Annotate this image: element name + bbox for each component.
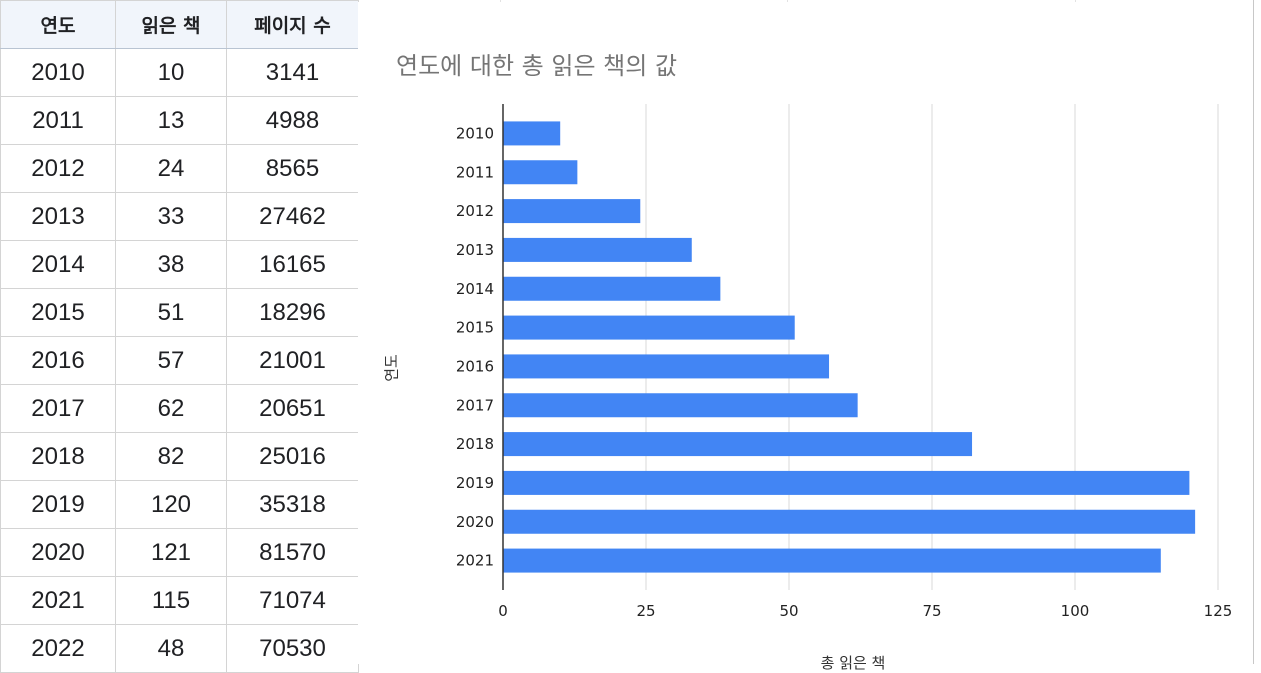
table-row: 2019 120 35318	[0, 480, 359, 529]
y-tick-label: 2013	[456, 241, 494, 259]
table-row: 2014 38 16165	[0, 240, 359, 289]
header-books-read[interactable]: 읽은 책	[115, 0, 227, 49]
bar-2012[interactable]	[503, 199, 641, 224]
cell-pages[interactable]: 16165	[226, 240, 359, 289]
bar-2014[interactable]	[503, 276, 721, 301]
table-row: 2010 10 3141	[0, 48, 359, 97]
header-year[interactable]: 연도	[0, 0, 116, 49]
sheet-right-edge	[1253, 0, 1261, 664]
table-row: 2013 33 27462	[0, 192, 359, 241]
y-tick-label: 2020	[456, 513, 494, 531]
table-row: 2011 13 4988	[0, 96, 359, 145]
cell-year[interactable]: 2011	[0, 96, 116, 145]
cell-year[interactable]: 2021	[0, 576, 116, 625]
cell-pages[interactable]: 71074	[226, 576, 359, 625]
cell-books-read[interactable]: 13	[115, 96, 227, 145]
y-tick-label: 2015	[456, 319, 494, 337]
cell-year[interactable]: 2018	[0, 432, 116, 481]
chart-title[interactable]: 연도에 대한 총 읽은 책의 값	[396, 52, 678, 80]
bar-chart[interactable]: 연도에 대한 총 읽은 책의 값 연도 총 읽은 책 0 25 50 75 100 125…	[358, 2, 1254, 672]
y-tick-label: 2012	[456, 202, 494, 220]
cell-pages[interactable]: 25016	[226, 432, 359, 481]
cell-year[interactable]: 2022	[0, 624, 116, 673]
cell-year[interactable]: 2020	[0, 528, 116, 577]
cell-books-read[interactable]: 120	[115, 480, 227, 529]
table-row: 2020 121 81570	[0, 528, 359, 577]
chart-plot: 0 25 50 75 100 125 2010 2011 2012 2013 2014 2015 201…	[456, 104, 1233, 620]
cell-books-read[interactable]: 57	[115, 336, 227, 385]
cell-pages[interactable]: 8565	[226, 144, 359, 193]
y-tick-label: 2019	[456, 474, 494, 492]
cell-books-read[interactable]: 62	[115, 384, 227, 433]
table-row: 2017 62 20651	[0, 384, 359, 433]
cell-pages[interactable]: 70530	[226, 624, 359, 673]
bar-2017[interactable]	[503, 393, 858, 418]
bar-2016[interactable]	[503, 354, 830, 379]
table-row: 2021 115 71074	[0, 576, 359, 625]
cell-pages[interactable]: 35318	[226, 480, 359, 529]
cell-pages[interactable]: 18296	[226, 288, 359, 337]
cell-pages[interactable]: 3141	[226, 48, 359, 97]
cell-books-read[interactable]: 38	[115, 240, 227, 289]
cell-year[interactable]: 2016	[0, 336, 116, 385]
cell-books-read[interactable]: 121	[115, 528, 227, 577]
cell-books-read[interactable]: 10	[115, 48, 227, 97]
cell-books-read[interactable]: 33	[115, 192, 227, 241]
table-row: 2018 82 25016	[0, 432, 359, 481]
table-row: 2016 57 21001	[0, 336, 359, 385]
data-table: 연도 읽은 책 페이지 수 2010 10 3141 2011 13 4988 2012 24…	[0, 0, 359, 673]
bar-2020[interactable]	[503, 509, 1196, 534]
bar-2019[interactable]	[503, 470, 1190, 495]
bar-2013[interactable]	[503, 237, 692, 262]
cell-year[interactable]: 2015	[0, 288, 116, 337]
cell-books-read[interactable]: 115	[115, 576, 227, 625]
y-tick-label: 2010	[456, 124, 494, 142]
y-tick-label: 2014	[456, 280, 494, 298]
cell-year[interactable]: 2012	[0, 144, 116, 193]
header-pages[interactable]: 페이지 수	[226, 0, 359, 49]
cell-books-read[interactable]: 82	[115, 432, 227, 481]
cell-books-read[interactable]: 51	[115, 288, 227, 337]
x-tick-label: 25	[636, 602, 655, 620]
y-tick-label: 2021	[456, 552, 494, 570]
cell-year[interactable]: 2017	[0, 384, 116, 433]
table-row: 2012 24 8565	[0, 144, 359, 193]
cell-books-read[interactable]: 24	[115, 144, 227, 193]
cell-pages[interactable]: 27462	[226, 192, 359, 241]
bar-2011[interactable]	[503, 160, 578, 185]
cell-pages[interactable]: 20651	[226, 384, 359, 433]
y-tick-label: 2018	[456, 435, 494, 453]
cell-year[interactable]: 2019	[0, 480, 116, 529]
y-tick-label: 2011	[456, 163, 494, 181]
cell-year[interactable]: 2014	[0, 240, 116, 289]
x-tick-label: 0	[498, 602, 508, 620]
bar-2021[interactable]	[503, 548, 1161, 573]
bar-2010[interactable]	[503, 121, 561, 146]
y-tick-label: 2016	[456, 357, 494, 375]
table-row: 2022 48 70530	[0, 624, 359, 673]
y-tick-label: 2017	[456, 396, 494, 414]
cell-year[interactable]: 2013	[0, 192, 116, 241]
x-tick-label: 50	[779, 602, 798, 620]
x-tick-label: 100	[1061, 602, 1090, 620]
cell-pages[interactable]: 4988	[226, 96, 359, 145]
x-tick-label: 125	[1204, 602, 1233, 620]
bar-2018[interactable]	[503, 432, 973, 457]
bar-2015[interactable]	[503, 315, 795, 340]
table-row: 2015 51 18296	[0, 288, 359, 337]
x-tick-label: 75	[922, 602, 941, 620]
cell-pages[interactable]: 81570	[226, 528, 359, 577]
table-header-row: 연도 읽은 책 페이지 수	[0, 0, 359, 49]
cell-books-read[interactable]: 48	[115, 624, 227, 673]
cell-pages[interactable]: 21001	[226, 336, 359, 385]
cell-year[interactable]: 2010	[0, 48, 116, 97]
